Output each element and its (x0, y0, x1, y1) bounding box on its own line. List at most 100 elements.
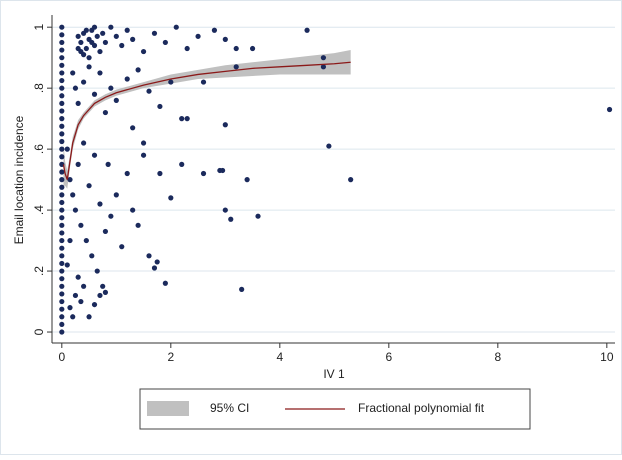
data-point (75, 274, 81, 280)
data-point (320, 64, 327, 70)
data-point (100, 283, 106, 289)
data-point (75, 161, 81, 167)
data-point (97, 70, 103, 76)
data-point (157, 103, 163, 110)
data-point (244, 177, 250, 183)
data-point (78, 39, 84, 46)
data-point (59, 32, 65, 38)
data-point (67, 305, 73, 311)
y-tick-label: .4 (32, 205, 46, 215)
data-point (86, 183, 92, 189)
data-point (72, 292, 79, 299)
data-point (97, 292, 103, 299)
data-point (124, 27, 130, 33)
legend-label: 95% CI (210, 401, 249, 415)
data-point (59, 184, 65, 190)
data-point (59, 108, 65, 114)
data-point (140, 140, 147, 146)
data-point (108, 24, 114, 30)
data-point (222, 122, 228, 128)
data-point (105, 161, 111, 167)
data-point (59, 93, 65, 99)
data-point (151, 265, 158, 271)
data-point (119, 244, 125, 250)
data-point (239, 286, 245, 292)
data-point (59, 253, 65, 259)
x-tick-label: 2 (167, 350, 174, 364)
data-point (102, 109, 109, 116)
data-point (59, 306, 65, 312)
data-point (184, 116, 190, 122)
data-point (59, 321, 65, 328)
data-point (78, 298, 84, 305)
data-point (59, 314, 65, 320)
data-point (83, 27, 89, 33)
legend-swatch (147, 401, 189, 416)
data-point (59, 169, 65, 175)
data-point (326, 143, 332, 149)
y-axis-title: Email location incidence (12, 115, 26, 244)
data-point (108, 85, 114, 91)
data-point (59, 55, 65, 61)
x-tick-label: 4 (276, 350, 283, 364)
data-point (249, 45, 256, 52)
data-point (113, 192, 119, 198)
x-tick-label: 0 (58, 350, 65, 364)
data-point (146, 88, 152, 94)
data-point (91, 152, 98, 158)
data-point (70, 314, 76, 320)
data-point (59, 116, 65, 122)
data-point (59, 47, 65, 53)
data-point (70, 192, 76, 198)
x-axis-title: IV 1 (323, 367, 345, 381)
data-point (59, 245, 65, 251)
data-point (233, 64, 239, 70)
data-point (59, 192, 65, 198)
data-point (59, 39, 65, 46)
data-point (59, 260, 65, 267)
data-point (219, 167, 226, 174)
data-point (59, 237, 65, 244)
data-point (67, 237, 73, 244)
data-point (59, 154, 65, 160)
data-point (162, 280, 168, 286)
data-point (102, 228, 109, 235)
data-point (91, 301, 98, 308)
data-point (119, 42, 125, 49)
data-point (200, 79, 207, 85)
data-point (59, 199, 65, 206)
data-point (64, 146, 70, 152)
data-point (94, 268, 100, 274)
x-tick-label: 6 (385, 350, 392, 364)
data-point (179, 116, 185, 122)
data-point (184, 45, 190, 52)
data-point (102, 39, 109, 46)
data-point (222, 207, 228, 213)
data-point (348, 177, 354, 183)
data-point (59, 24, 65, 30)
data-point (89, 253, 95, 259)
data-point (113, 33, 119, 39)
data-point (59, 276, 65, 282)
y-tick-label: 0 (32, 328, 46, 335)
data-point (91, 91, 98, 97)
data-point (59, 131, 65, 137)
data-point (168, 79, 174, 85)
data-point (195, 33, 201, 39)
data-point (179, 161, 185, 167)
data-point (135, 222, 141, 228)
data-point (59, 268, 65, 274)
data-point (59, 146, 65, 152)
data-point (86, 55, 92, 61)
data-point (59, 177, 65, 183)
data-point (151, 30, 158, 36)
data-point (173, 24, 179, 30)
data-point (211, 27, 218, 33)
data-point (130, 36, 136, 42)
data-point (59, 85, 65, 91)
data-point (168, 195, 174, 201)
data-point (108, 213, 114, 219)
data-point (59, 298, 65, 305)
